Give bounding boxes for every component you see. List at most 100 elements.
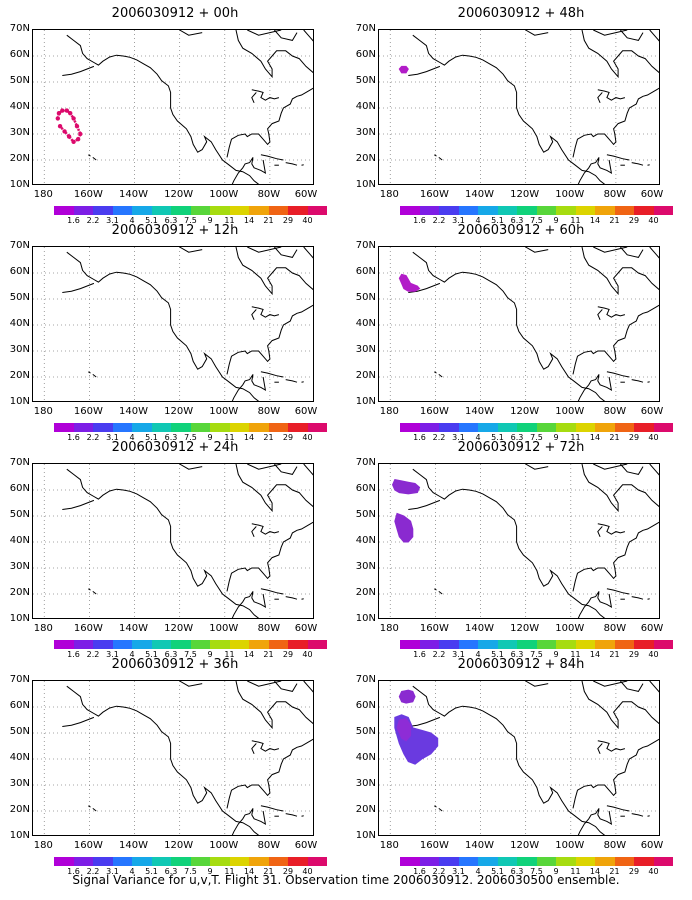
lon-label: 180 bbox=[379, 623, 399, 634]
colorbar-swatch bbox=[249, 206, 269, 215]
lat-label: 50N bbox=[9, 509, 30, 520]
colorbar-label: 2.2 bbox=[86, 433, 100, 442]
colorbar-label: 3.1 bbox=[452, 650, 465, 659]
map-canvas bbox=[33, 681, 313, 835]
colorbar bbox=[400, 640, 673, 649]
coastline bbox=[647, 598, 650, 600]
colorbar-swatch bbox=[478, 423, 498, 432]
colorbar-label: 7.5 bbox=[184, 650, 197, 659]
lon-label: 60W bbox=[640, 623, 664, 634]
colorbar-swatch bbox=[458, 640, 478, 649]
colorbar-label: 14 bbox=[243, 433, 255, 442]
colorbar-label: 1.6 bbox=[67, 650, 80, 659]
colorbar-label: 14 bbox=[589, 867, 601, 876]
lat-label: 20N bbox=[355, 370, 376, 381]
panel-title: 2006030912 + 24h bbox=[111, 440, 239, 455]
colorbar-swatch bbox=[229, 640, 249, 649]
coastline bbox=[285, 162, 298, 166]
colorbar-label: 3.1 bbox=[452, 867, 465, 876]
colorbar-swatch bbox=[288, 206, 308, 215]
colorbar-swatch bbox=[288, 423, 308, 432]
colorbar-swatch bbox=[419, 206, 439, 215]
colorbar-label: 4 bbox=[475, 650, 481, 659]
coastline bbox=[647, 815, 650, 817]
colorbar-swatch bbox=[190, 206, 210, 215]
lon-label: 100W bbox=[209, 189, 239, 200]
colorbar-swatch bbox=[307, 206, 327, 215]
colorbar-swatch bbox=[419, 640, 439, 649]
coastline bbox=[597, 92, 603, 104]
colorbar-label: 2.2 bbox=[432, 216, 446, 225]
coastline bbox=[226, 738, 313, 809]
colorbar-swatch bbox=[497, 857, 517, 866]
coastline bbox=[62, 716, 95, 727]
colorbar-swatch bbox=[54, 857, 74, 866]
coastline bbox=[434, 588, 437, 591]
lat-label: 40N bbox=[9, 318, 30, 329]
colorbar-swatch bbox=[229, 423, 249, 432]
lon-label: 180 bbox=[33, 623, 53, 634]
lat-label: 20N bbox=[355, 153, 376, 164]
variance-area bbox=[398, 689, 416, 704]
coastline bbox=[597, 523, 626, 535]
colorbar bbox=[54, 206, 327, 215]
colorbar-swatch bbox=[458, 206, 478, 215]
colorbar-swatch bbox=[634, 640, 654, 649]
colorbar-label: 40 bbox=[302, 650, 313, 659]
colorbar-swatch bbox=[210, 423, 230, 432]
lat-label: 30N bbox=[355, 344, 376, 355]
coastline bbox=[251, 740, 280, 752]
colorbar-label: 7.5 bbox=[530, 867, 543, 876]
colorbar-swatch bbox=[190, 423, 210, 432]
lon-label: 140W bbox=[119, 406, 148, 417]
colorbar-swatch bbox=[93, 206, 113, 215]
colorbar-swatch bbox=[439, 640, 459, 649]
map-frame bbox=[32, 29, 314, 185]
lon-label: 100W bbox=[209, 840, 239, 851]
lat-label: 40N bbox=[355, 752, 376, 763]
coastline bbox=[62, 499, 95, 510]
coastline bbox=[274, 681, 298, 692]
panel-title: 2006030912 + 72h bbox=[457, 440, 585, 455]
colorbar-swatch bbox=[497, 423, 517, 432]
colorbar-swatch bbox=[575, 423, 595, 432]
lat-label: 20N bbox=[9, 370, 30, 381]
colorbar-label: 7.5 bbox=[184, 216, 197, 225]
colorbar-label: 4 bbox=[129, 216, 135, 225]
map-canvas bbox=[379, 681, 659, 835]
coastline bbox=[62, 282, 95, 293]
colorbar-swatch bbox=[614, 857, 634, 866]
colorbar-swatch bbox=[595, 857, 615, 866]
variance-point bbox=[57, 124, 63, 129]
colorbar-swatch bbox=[556, 857, 576, 866]
panel-title: 2006030912 + 60h bbox=[457, 223, 585, 238]
colorbar-label: 5.1 bbox=[145, 216, 158, 225]
colorbar-label: 9 bbox=[207, 433, 213, 442]
coastline bbox=[434, 805, 437, 808]
coastline bbox=[581, 30, 659, 79]
colorbar-swatch bbox=[439, 857, 459, 866]
coastline bbox=[235, 464, 313, 513]
colorbar-swatch bbox=[288, 857, 308, 866]
coastline bbox=[572, 304, 659, 375]
coastline bbox=[260, 371, 284, 378]
colorbar-swatch bbox=[653, 857, 673, 866]
lat-label: 10N bbox=[355, 613, 376, 624]
coastline bbox=[274, 464, 298, 475]
lat-label: 10N bbox=[355, 396, 376, 407]
coastline bbox=[577, 591, 613, 618]
lon-label: 60W bbox=[294, 406, 318, 417]
lon-label: 160W bbox=[73, 840, 103, 851]
colorbar-label: 2.2 bbox=[432, 867, 446, 876]
colorbar-swatch bbox=[249, 857, 269, 866]
colorbar-label: 6.3 bbox=[164, 650, 178, 659]
colorbar-swatch bbox=[171, 640, 191, 649]
colorbar-swatch bbox=[517, 857, 537, 866]
colorbar-swatch bbox=[307, 857, 327, 866]
lon-label: 100W bbox=[555, 406, 585, 417]
coastline bbox=[235, 681, 313, 730]
colorbar-label: 2.2 bbox=[86, 867, 100, 876]
panel-title: 2006030912 + 00h bbox=[111, 6, 239, 21]
coastline bbox=[251, 89, 280, 101]
lat-label: 30N bbox=[9, 561, 30, 572]
